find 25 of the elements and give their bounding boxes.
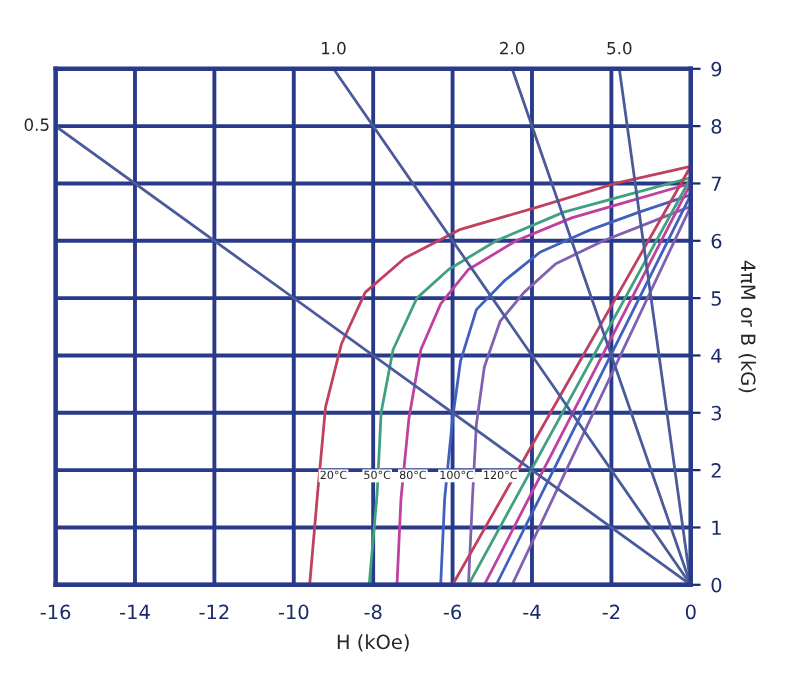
y-tick-label: 8	[711, 119, 722, 134]
annotation: 2.0	[500, 41, 525, 55]
y-tick-label: 3	[711, 405, 722, 421]
x-tick-label: 0	[685, 604, 696, 620]
y-tick-label: 4	[711, 348, 722, 363]
x-tick-label: -12	[199, 604, 229, 620]
x-tick-label: -16	[40, 604, 71, 620]
y-tick-label: 0	[711, 577, 722, 593]
y-axis-title: 4πM or B (kG)	[738, 260, 756, 393]
annotation: 0.5	[24, 118, 49, 131]
y-tick-label: 7	[711, 176, 721, 191]
y-tick-label: 9	[711, 61, 722, 77]
y-tick-label: 2	[711, 463, 721, 478]
x-tick-label: -14	[120, 604, 150, 620]
x-axis-title: H (kOe)	[337, 634, 409, 652]
x-tick-label: -10	[278, 604, 309, 620]
y-tick-label: 6	[711, 233, 722, 249]
x-tick-label: -4	[523, 604, 541, 620]
x-tick-label: -2	[602, 604, 620, 620]
y-tick-label: 5	[711, 291, 721, 306]
y-tick-label: 1	[712, 520, 721, 535]
x-tick-label: -8	[364, 604, 382, 620]
annotation: 5.0	[607, 41, 632, 55]
annotation: 1.0	[322, 41, 346, 55]
x-tick-label: -6	[443, 604, 462, 620]
